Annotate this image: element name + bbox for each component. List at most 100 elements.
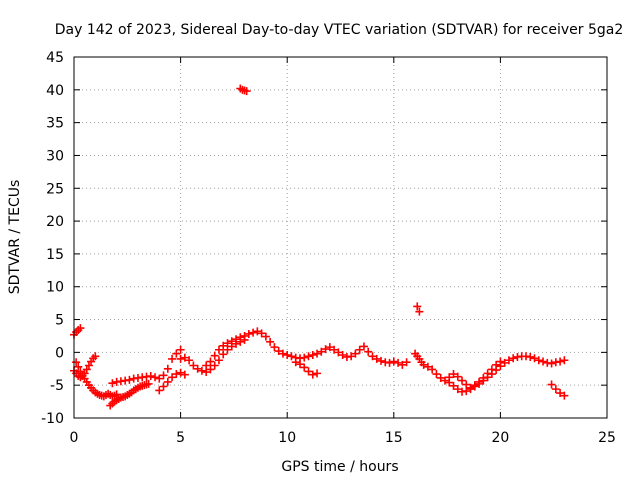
data-point <box>556 389 565 398</box>
data-point <box>206 365 215 374</box>
data-point <box>308 350 317 359</box>
data-point <box>244 329 253 338</box>
data-point <box>176 368 185 377</box>
data-point <box>300 363 309 372</box>
data-point <box>168 354 177 363</box>
x-tick-label: 25 <box>598 430 616 446</box>
data-point <box>249 328 258 337</box>
data-point <box>227 337 236 346</box>
data-point <box>185 356 194 365</box>
y-tick-label: 30 <box>46 148 64 164</box>
data-point <box>180 353 189 362</box>
data-point <box>504 356 513 365</box>
data-point <box>389 357 398 366</box>
data-point <box>108 379 117 388</box>
y-tick-label: 10 <box>46 280 64 296</box>
data-point <box>202 361 211 370</box>
data-point <box>210 351 219 360</box>
data-point <box>560 391 569 400</box>
data-point <box>176 354 185 363</box>
data-point <box>560 356 569 365</box>
data-point <box>223 339 232 348</box>
data-point <box>151 373 160 382</box>
y-axis-label: SDTVAR / TECUs <box>7 180 23 295</box>
data-point <box>500 358 509 367</box>
data-point <box>372 354 381 363</box>
data-point <box>172 349 181 358</box>
axis-ticks: 0 5 10 15 20 25 -10 -5 0 5 10 15 20 25 30 35 40 45 <box>41 50 616 446</box>
data-point <box>394 358 403 367</box>
data-point <box>313 369 322 378</box>
y-tick-label: 0 <box>55 345 64 361</box>
data-point <box>466 385 475 394</box>
data-point <box>74 362 83 371</box>
data-point <box>539 357 548 366</box>
data-point <box>197 366 206 375</box>
data-point <box>287 352 296 361</box>
data-point <box>436 373 445 382</box>
data-point <box>334 348 343 357</box>
data-point <box>423 362 432 371</box>
data-point <box>449 381 458 390</box>
y-tick-label: 35 <box>46 116 64 132</box>
data-point <box>193 364 202 373</box>
data-point <box>304 367 313 376</box>
data-point <box>398 360 407 369</box>
y-tick-label: 15 <box>46 247 64 263</box>
data-point <box>419 360 428 369</box>
data-point <box>351 349 360 358</box>
data-point <box>163 364 172 373</box>
data-point <box>458 376 467 385</box>
data-point <box>479 376 488 385</box>
data-point <box>266 337 275 346</box>
x-axis-label: GPS time / hours <box>281 459 398 475</box>
y-tick-label: 45 <box>46 50 64 66</box>
data-point <box>295 360 304 369</box>
data-point <box>453 385 462 394</box>
data-point <box>72 358 81 367</box>
data-point <box>325 343 334 352</box>
x-tick-label: 15 <box>385 430 403 446</box>
data-point <box>496 362 505 371</box>
y-tick-label: 5 <box>55 313 64 329</box>
data-point <box>219 350 228 359</box>
data-point <box>91 352 100 361</box>
y-tick-label: 25 <box>46 181 64 197</box>
data-point <box>159 371 168 380</box>
data-point <box>278 349 287 358</box>
data-point <box>347 352 356 361</box>
data-point <box>261 332 270 341</box>
data-point <box>291 358 300 367</box>
data-point <box>257 329 266 338</box>
data-point <box>219 341 228 350</box>
data-point <box>475 379 484 388</box>
data-point <box>445 378 454 387</box>
data-point <box>76 324 85 333</box>
data-point <box>453 372 462 381</box>
data-point <box>236 333 245 342</box>
y-tick-label: -10 <box>41 411 64 427</box>
data-point <box>304 352 313 361</box>
x-tick-label: 10 <box>278 430 296 446</box>
data-point <box>530 354 539 363</box>
data-point <box>189 361 198 370</box>
y-tick-label: 40 <box>46 83 64 99</box>
data-point <box>321 345 330 354</box>
data-point <box>338 350 347 359</box>
data-point <box>283 350 292 359</box>
data-point <box>146 371 155 380</box>
data-point <box>125 375 134 384</box>
data-point <box>159 382 168 391</box>
data-point <box>364 347 373 356</box>
data-point <box>556 357 565 366</box>
data-point <box>240 331 249 340</box>
data-point <box>172 370 181 379</box>
data-point <box>526 352 535 361</box>
data-point <box>428 365 437 374</box>
x-tick-label: 0 <box>70 430 79 446</box>
data-point <box>377 356 386 365</box>
data-point <box>210 361 219 370</box>
data-point <box>300 353 309 362</box>
data-point <box>163 377 172 386</box>
data-point <box>470 382 479 391</box>
